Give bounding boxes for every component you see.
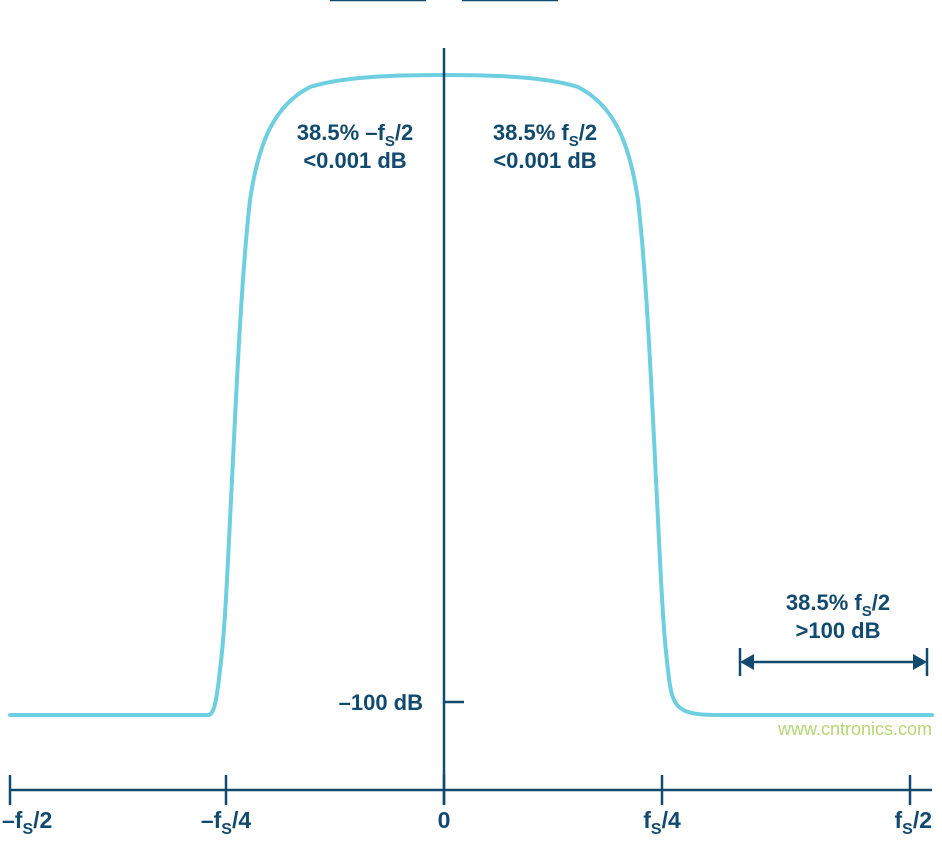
stopband-label-line1: 38.5% fS/2 <box>786 590 890 620</box>
x-axis-label: 0 <box>438 807 451 833</box>
x-axis-label: –fS/2 <box>2 807 52 838</box>
x-axis-label: –fS/4 <box>201 807 252 838</box>
minus-100db-label: –100 dB <box>339 690 423 715</box>
stopband-label-line2: >100 dB <box>796 618 881 643</box>
passband-right-label-line2: <0.001 dB <box>493 148 596 173</box>
x-axis-label: fS/2 <box>894 807 932 838</box>
x-axis-label: fS/4 <box>643 807 681 838</box>
stopband-arrow <box>740 648 927 676</box>
filter-response-curve <box>10 75 932 715</box>
watermark: www.cntronics.com <box>777 719 932 739</box>
passband-left-label-line1: 38.5% –fS/2 <box>297 120 413 150</box>
passband-left-label-line2: <0.001 dB <box>303 148 406 173</box>
passband-right-label-line1: 38.5% fS/2 <box>493 120 597 150</box>
